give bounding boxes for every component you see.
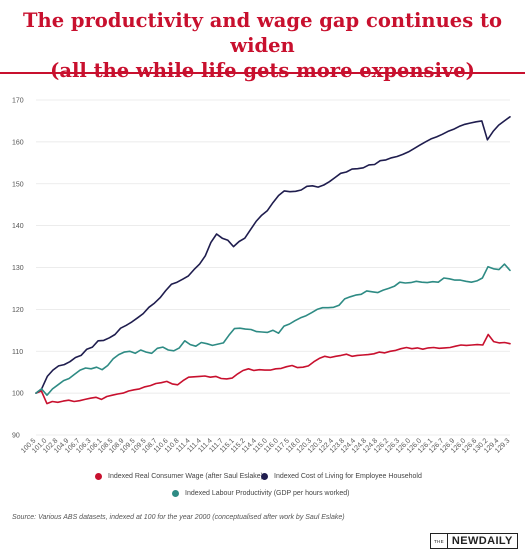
legend-item-productivity: Indexed Labour Productivity (GDP per hou… [172,490,349,497]
series-line-1 [35,115,511,394]
legend-productivity-label: Indexed Labour Productivity (GDP per hou… [185,490,350,497]
y-tick-label: 160 [12,139,24,146]
y-tick-label: 170 [12,98,24,105]
series-line-0 [35,333,511,405]
source-note: Source: Various ABS datasets, indexed at… [12,514,345,521]
legend-wage-label: Indexed Real Consumer Wage (after Saul E… [108,473,263,480]
y-tick-label: 100 [12,391,24,398]
newdaily-logo[interactable]: THE NEWDAILY [430,533,518,549]
legend-productivity-swatch [172,490,179,497]
title-divider [0,72,525,74]
chart-title-line-2: (all the while life gets more expensive) [50,59,475,82]
legend-wage-swatch [95,473,102,480]
y-tick-label: 130 [12,265,24,272]
legend-item-cost-of-living: Indexed Cost of Living for Employee Hous… [261,473,422,480]
series-line-2 [35,263,511,397]
y-tick-label: 140 [12,223,24,230]
legend-cost-label: Indexed Cost of Living for Employee Hous… [274,473,422,480]
chart-title-line-1: The productivity and wage gap continues … [23,9,502,57]
chart-title: The productivity and wage gap continues … [0,8,525,83]
legend-cost-swatch [261,473,268,480]
y-tick-label: 110 [12,349,23,356]
y-tick-label: 120 [12,307,24,314]
legend-item-wage: Indexed Real Consumer Wage (after Saul E… [95,473,263,480]
y-tick-label: 90 [12,433,20,440]
logo-brand: NEWDAILY [451,535,513,547]
logo-prefix: THE [431,534,448,548]
y-tick-label: 150 [12,181,24,188]
line-chart: 90100110120130140150160170100.5101.0102.… [12,98,511,455]
